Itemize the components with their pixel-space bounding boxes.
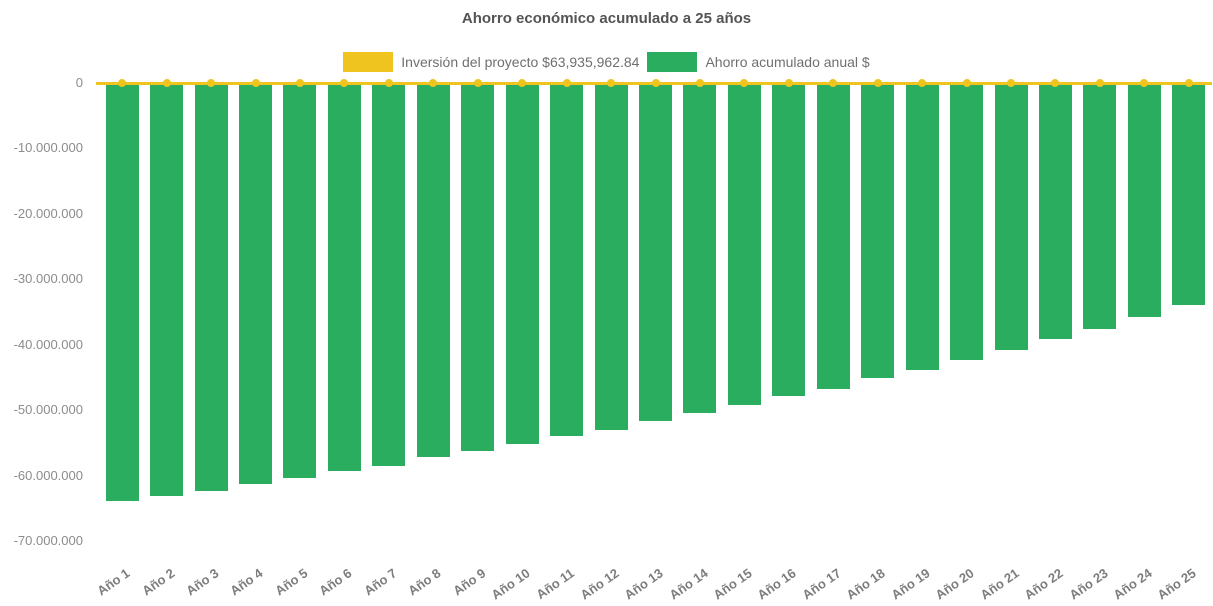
bar-ano-12[interactable]	[594, 83, 628, 430]
bar-ano-23[interactable]	[1083, 83, 1117, 329]
bar-ano-19[interactable]	[905, 83, 939, 370]
investment-line-marker	[1051, 79, 1060, 87]
chart-title: Ahorro económico acumulado a 25 años	[461, 10, 752, 27]
investment-line-marker	[829, 79, 838, 87]
x-axis-label: Año 10	[488, 565, 533, 603]
investment-line-marker	[873, 79, 882, 87]
bar-ano-14[interactable]	[683, 83, 717, 414]
investment-line-marker	[962, 79, 971, 87]
investment-line-marker	[295, 79, 304, 87]
y-axis-label: -40.000.000	[13, 336, 83, 352]
x-axis-label: Año 7	[360, 565, 400, 599]
x-axis-label: Año 17	[799, 565, 844, 603]
legend-label-savings: Ahorro acumulado anual $	[705, 54, 870, 70]
y-axis-label: -20.000.000	[13, 205, 83, 221]
investment-line-marker	[207, 79, 216, 87]
investment-line-marker	[384, 79, 393, 87]
x-axis-label: Año 4	[227, 565, 266, 599]
bar-ano-20[interactable]	[950, 83, 984, 360]
investment-line-marker	[1140, 79, 1149, 87]
x-axis-label: Año 13	[621, 565, 666, 603]
x-axis-label: Año 16	[755, 565, 800, 603]
savings-swatch	[647, 52, 698, 72]
x-axis-label: Año 19	[888, 565, 933, 603]
x-axis-label: Año 9	[449, 565, 489, 599]
investment-swatch	[343, 52, 394, 72]
bar-ano-2[interactable]	[150, 83, 184, 496]
investment-line-marker	[1007, 79, 1016, 87]
investment-line-marker	[562, 79, 571, 87]
x-axis-label: Año 21	[977, 565, 1022, 603]
investment-line-marker	[340, 79, 349, 87]
y-axis-label: -50.000.000	[13, 402, 83, 418]
bar-ano-11[interactable]	[550, 83, 584, 436]
bar-ano-18[interactable]	[861, 83, 895, 379]
investment-line-marker	[473, 79, 482, 87]
bar-ano-1[interactable]	[105, 83, 139, 502]
x-axis-label: Año 1	[94, 565, 133, 599]
x-axis-label: Año 15	[710, 565, 755, 603]
investment-line-marker	[429, 79, 438, 87]
investment-line-marker	[1184, 79, 1193, 87]
bar-ano-21[interactable]	[994, 83, 1028, 350]
legend-item-investment[interactable]: Inversión del proyecto $63,935,962.84	[343, 52, 639, 72]
x-axis-label: Año 2	[138, 565, 177, 599]
y-axis-label: -10.000.000	[13, 140, 83, 156]
x-axis-label: Año 25	[1154, 565, 1200, 603]
x-axis-label: Año 23	[1066, 565, 1111, 603]
investment-line-marker	[118, 79, 127, 87]
x-axis-label: Año 3	[183, 565, 222, 599]
x-axis-label: Año 24	[1110, 565, 1155, 603]
investment-line-marker	[518, 79, 527, 87]
x-axis-label: Año 8	[405, 565, 444, 599]
bar-ano-9[interactable]	[461, 83, 495, 452]
bar-ano-10[interactable]	[505, 83, 539, 444]
y-axis-label: 0	[75, 75, 83, 90]
investment-line-marker	[918, 79, 927, 87]
x-axis-label: Año 18	[843, 565, 889, 603]
y-axis-label: -60.000.000	[13, 467, 83, 483]
bar-ano-16[interactable]	[772, 83, 806, 396]
x-axis-label: Año 6	[316, 565, 355, 599]
x-axis-label: Año 5	[272, 565, 311, 599]
y-axis-label: -70.000.000	[13, 533, 83, 548]
bar-ano-7[interactable]	[372, 83, 406, 466]
investment-line-marker	[695, 79, 704, 87]
investment-line-marker	[784, 79, 793, 87]
investment-line-marker	[607, 79, 616, 87]
bar-ano-6[interactable]	[327, 83, 361, 471]
plot-area	[96, 79, 1212, 541]
y-axis-label: -30.000.000	[13, 271, 83, 287]
x-axis-label: Año 12	[577, 565, 622, 603]
legend-item-savings[interactable]: Ahorro acumulado anual $	[647, 52, 870, 72]
x-axis-label: Año 22	[1021, 565, 1066, 603]
legend-label-investment: Inversión del proyecto $63,935,962.84	[401, 54, 640, 70]
bar-ano-13[interactable]	[639, 83, 672, 422]
x-axis-label: Año 20	[932, 565, 977, 603]
bar-ano-17[interactable]	[816, 83, 850, 389]
bar-ano-24[interactable]	[1127, 83, 1161, 317]
bar-ano-5[interactable]	[283, 83, 317, 478]
legend: Inversión del proyecto $63,935,962.84 Ah…	[0, 52, 1213, 72]
bar-ano-3[interactable]	[194, 83, 228, 492]
bar-ano-15[interactable]	[727, 83, 761, 405]
bar-ano-25[interactable]	[1172, 83, 1206, 306]
investment-line-marker	[251, 79, 260, 87]
x-axis-label: Año 11	[533, 565, 577, 603]
bar-ano-8[interactable]	[416, 83, 450, 458]
investment-line-marker	[1095, 79, 1104, 87]
x-axis-label: Año 14	[666, 565, 711, 603]
bar-ano-22[interactable]	[1038, 83, 1072, 339]
investment-line-marker	[651, 79, 660, 87]
investment-line-marker	[740, 79, 749, 87]
investment-line-marker	[162, 79, 171, 87]
bar-ano-4[interactable]	[239, 83, 273, 485]
